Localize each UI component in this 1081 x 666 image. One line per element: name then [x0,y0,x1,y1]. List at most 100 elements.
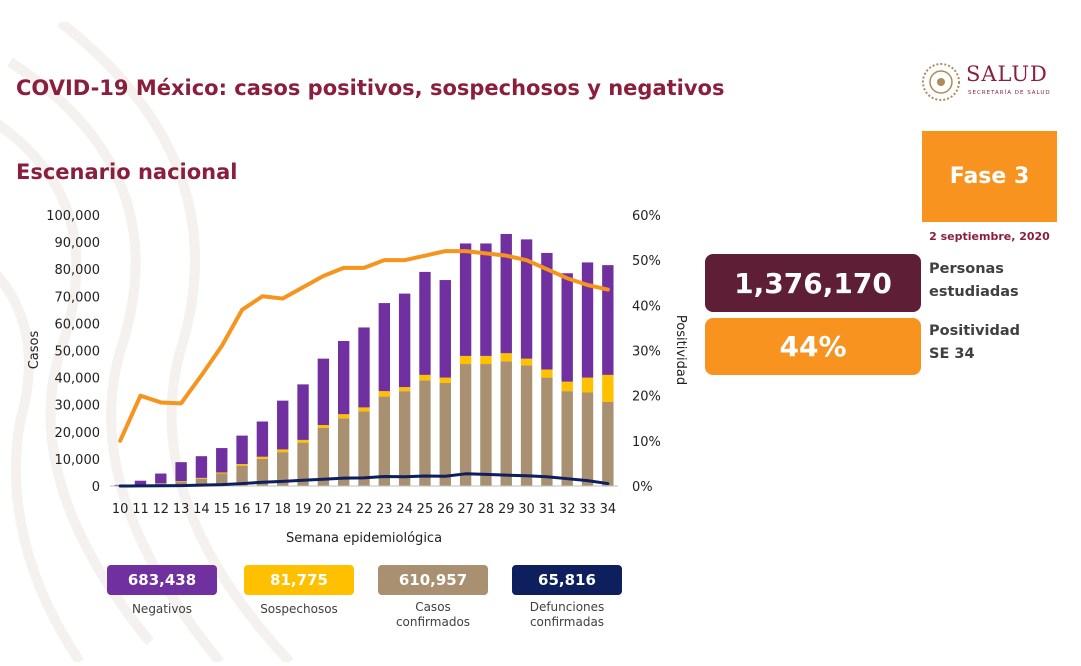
bar-sospechosos [297,439,309,443]
bar-casos-confirmados [561,391,573,486]
bar-negativos [155,473,167,484]
bar-negativos [195,456,208,478]
bar-casos-confirmados [602,401,614,486]
bar-sospechosos [419,374,431,381]
personas-estudiadas-value: 1,376,170 [705,254,921,312]
bar-casos-confirmados [317,427,330,486]
fase-badge: Fase 3 [922,131,1057,222]
x-tick-label: 34 [600,502,617,517]
bar-sospechosos [602,374,614,402]
x-tick-label: 15 [213,502,230,517]
x-tick-label: 18 [274,502,291,517]
bar-sospechosos [277,449,289,453]
total-label-line2: confirmadas [529,615,605,629]
y-tick-label: 90,000 [55,236,101,251]
bar-sospechosos [541,369,553,378]
x-tick-label: 28 [478,502,495,517]
top-bar [0,0,1081,22]
bar-casos-confirmados [520,365,533,486]
bar-casos-confirmados [236,465,248,486]
bar-casos-confirmados [337,418,350,486]
bar-sospechosos [358,407,370,412]
bar-negativos [134,480,147,485]
y-tick-label: 60,000 [55,317,101,332]
emblem-icon [922,63,960,101]
total-negativos-label: Negativos [97,602,227,617]
bar-casos-confirmados [480,364,492,486]
y-tick-label: 80,000 [55,263,101,278]
bar-sospechosos [459,355,472,365]
total-negativos-value: 683,438 [107,565,217,595]
positividad-label-line2: SE 34 [929,346,975,362]
x-tick-label: 10 [112,502,129,517]
page-title: COVID-19 México: casos positivos, sospec… [16,76,725,100]
page-subtitle: Escenario nacional [16,160,238,184]
total-defunciones-label: Defunciones confirmadas [502,600,632,630]
bar-negativos [602,265,614,375]
x-tick-label: 16 [234,502,251,517]
total-sospechosos-value: 81,775 [244,565,354,595]
y-tick-label: 40,000 [55,372,101,387]
total-label-line1: Casos [415,600,451,614]
y-tick-label: 70,000 [55,290,101,305]
personas-label-line1: Personas [929,261,1004,277]
bar-negativos [561,273,573,382]
x-tick-label: 25 [417,502,434,517]
cases-chart: 0 10,000 20,000 30,000 40,000 50,000 60,000 70,… [27,209,688,545]
bar-casos-confirmados [439,383,451,486]
x-tick-label: 14 [193,502,210,517]
total-label-line1: Negativos [131,602,193,616]
bar-negativos [358,327,370,408]
bar-casos-confirmados [297,442,309,486]
y2-tick-label: 50% [632,254,661,269]
x-tick-label: 11 [132,502,149,517]
x-tick-label: 29 [498,502,515,517]
x-tick-label: 27 [457,502,474,517]
bar-casos-confirmados [358,411,370,486]
total-casos-label: Casos confirmados [368,600,498,630]
x-tick-label: 20 [315,502,332,517]
x-tick-label: 17 [254,502,271,517]
bar-casos-confirmados [256,458,269,486]
bar-sospechosos [581,377,594,393]
x-tick-label: 21 [335,502,352,517]
positividad-label-line1: Positividad [929,323,1021,339]
bar-sospechosos [561,381,573,392]
bar-sospechosos [175,481,187,482]
report-date: 2 septiembre, 2020 [929,230,1050,243]
bar-sospechosos [520,358,533,366]
line-positividad [118,249,610,443]
y-tick-label: 10,000 [55,453,101,468]
bar-negativos [520,239,533,359]
x-tick-label: 24 [396,502,413,517]
bar-sospechosos [337,414,350,419]
y-tick-label: 0 [92,480,100,495]
y-tick-label: 100,000 [46,209,100,224]
total-label-line1: Sospechosos [260,602,338,616]
bar-sospechosos [439,377,451,384]
y2-tick-label: 60% [632,209,661,224]
bar-sospechosos [256,456,269,459]
bar-casos-confirmados [398,391,411,486]
bar-casos-confirmados [277,452,289,486]
bar-negativos [216,448,228,473]
bar-casos-confirmados [541,377,553,486]
personas-label-line2: estudiadas [929,284,1019,300]
y-tick-label: 30,000 [55,399,101,414]
bar-casos-confirmados [459,364,472,486]
bar-negativos [337,341,350,415]
bar-negativos [378,303,391,392]
bar-casos-confirmados [581,392,594,486]
personas-estudiadas-label: Personas estudiadas [929,258,1019,304]
bar-negativos [317,358,330,426]
y-axis-title: Casos [27,331,42,370]
x-tick-label: 23 [376,502,393,517]
x-tick-label: 31 [539,502,556,517]
bar-negativos [256,421,269,457]
x-tick-label: 13 [173,502,190,517]
y-tick-label: 20,000 [55,426,101,441]
x-tick-label: 19 [295,502,312,517]
total-casos-value: 610,957 [378,565,488,595]
bar-sospechosos [195,477,208,479]
bar-negativos [236,435,248,465]
